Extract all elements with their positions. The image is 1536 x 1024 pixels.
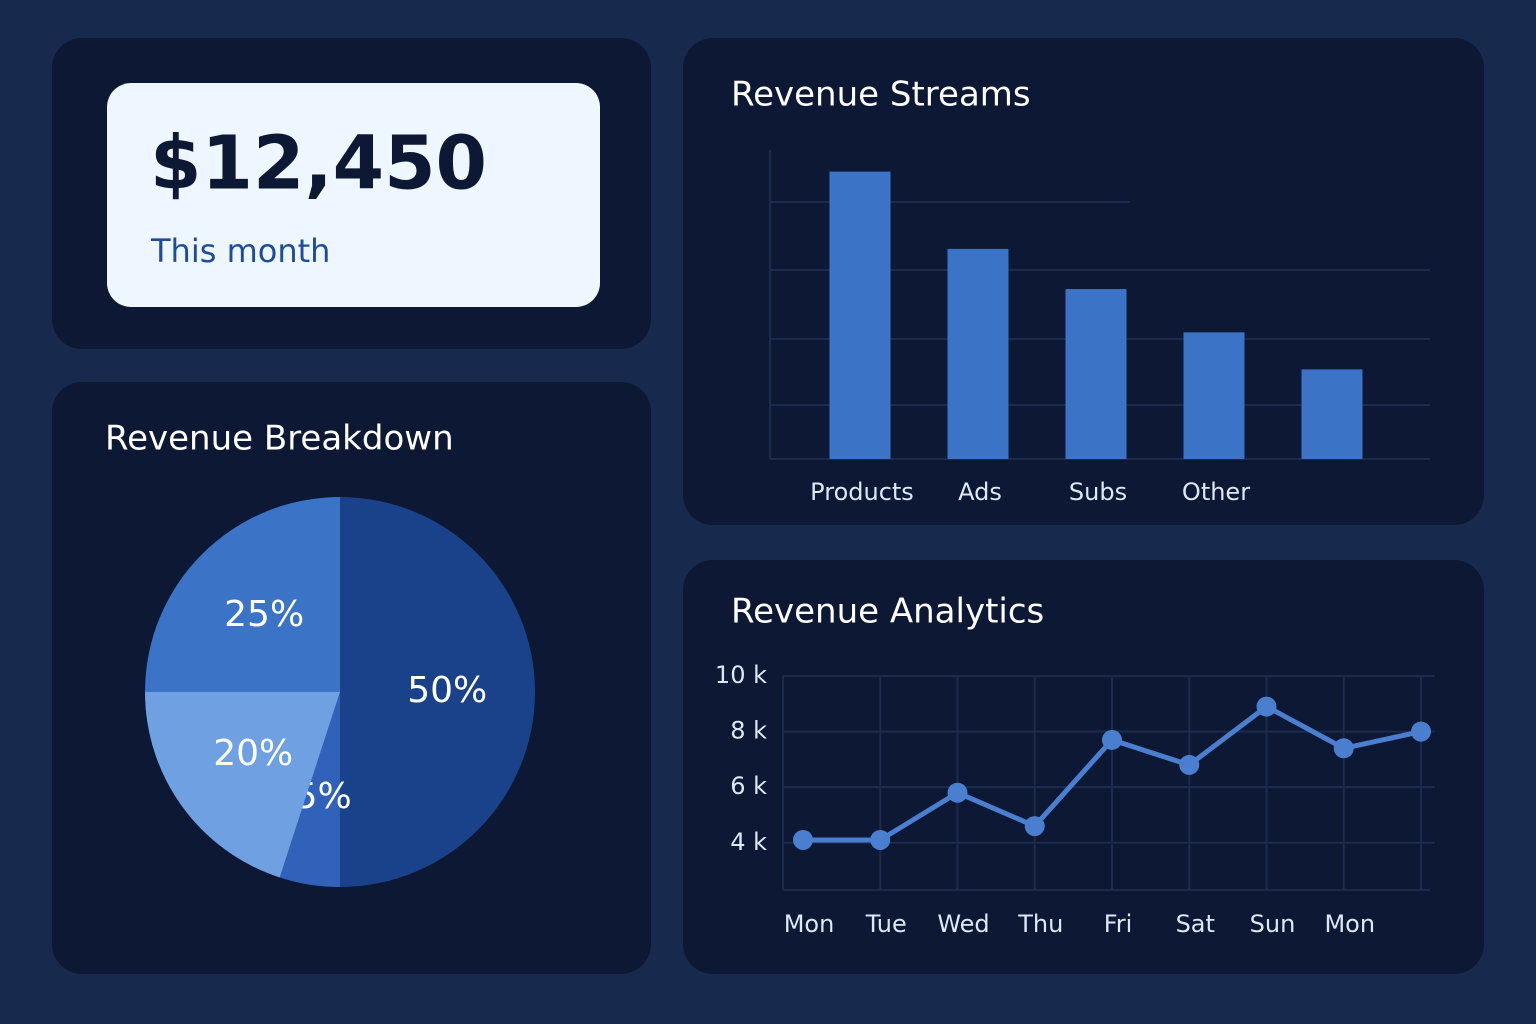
y-tick-label: 10 k <box>715 661 767 689</box>
bar-title: Revenue Streams <box>731 75 1031 115</box>
slice-label: 25% <box>224 594 304 635</box>
line-point <box>1179 754 1200 775</box>
pie-slice <box>145 692 340 878</box>
bar <box>1065 289 1127 459</box>
x-tick-label: Sun <box>1250 910 1296 938</box>
x-tick-label: Other <box>1182 478 1250 506</box>
pie-slice <box>145 497 340 692</box>
line-point <box>1102 729 1122 750</box>
pie-chart: 50%5%20%25% <box>145 497 535 887</box>
pie-slice <box>340 497 535 887</box>
pie-title: Revenue Breakdown <box>105 419 454 459</box>
x-tick-label: Wed <box>937 910 989 938</box>
kpi-value: $12,450 <box>150 121 487 207</box>
slice-label: 50% <box>407 670 487 711</box>
line-point <box>1024 816 1045 837</box>
line-point <box>947 782 968 803</box>
x-tick-label: Mon <box>784 910 835 938</box>
bar <box>947 248 1009 459</box>
x-tick-label: Mon <box>1324 910 1375 938</box>
line-point <box>1333 738 1354 759</box>
pie-slice <box>279 692 340 887</box>
line-panel <box>683 560 1484 974</box>
kpi-card <box>107 83 600 307</box>
bar <box>1301 369 1363 459</box>
bar-chart: Products Ads Subs Other <box>810 171 1363 506</box>
x-tick-label: Ads <box>958 478 1002 506</box>
line-point <box>793 829 813 850</box>
x-tick-label: Tue <box>865 910 907 938</box>
bar <box>829 171 891 459</box>
line-point <box>870 829 891 850</box>
bar <box>1183 332 1245 459</box>
line-point <box>1256 696 1277 717</box>
x-tick-label: Sat <box>1176 910 1215 938</box>
kpi-label: This month <box>150 232 330 270</box>
line-point <box>1411 721 1431 742</box>
x-tick-label: Fri <box>1104 910 1133 938</box>
slice-label: 20% <box>213 733 293 774</box>
x-tick-label: Subs <box>1069 478 1127 506</box>
y-tick-label: 8 k <box>730 717 767 745</box>
y-tick-label: 6 k <box>730 772 767 800</box>
line-chart: 10 k 8 k 6 k 4 k Mon Tue Wed Thu Fri Sat Sun Mon <box>715 661 1435 938</box>
x-tick-label: Thu <box>1017 910 1063 938</box>
x-tick-label: Products <box>810 478 914 506</box>
y-tick-label: 4 k <box>730 828 767 856</box>
line-title: Revenue Analytics <box>731 592 1044 632</box>
